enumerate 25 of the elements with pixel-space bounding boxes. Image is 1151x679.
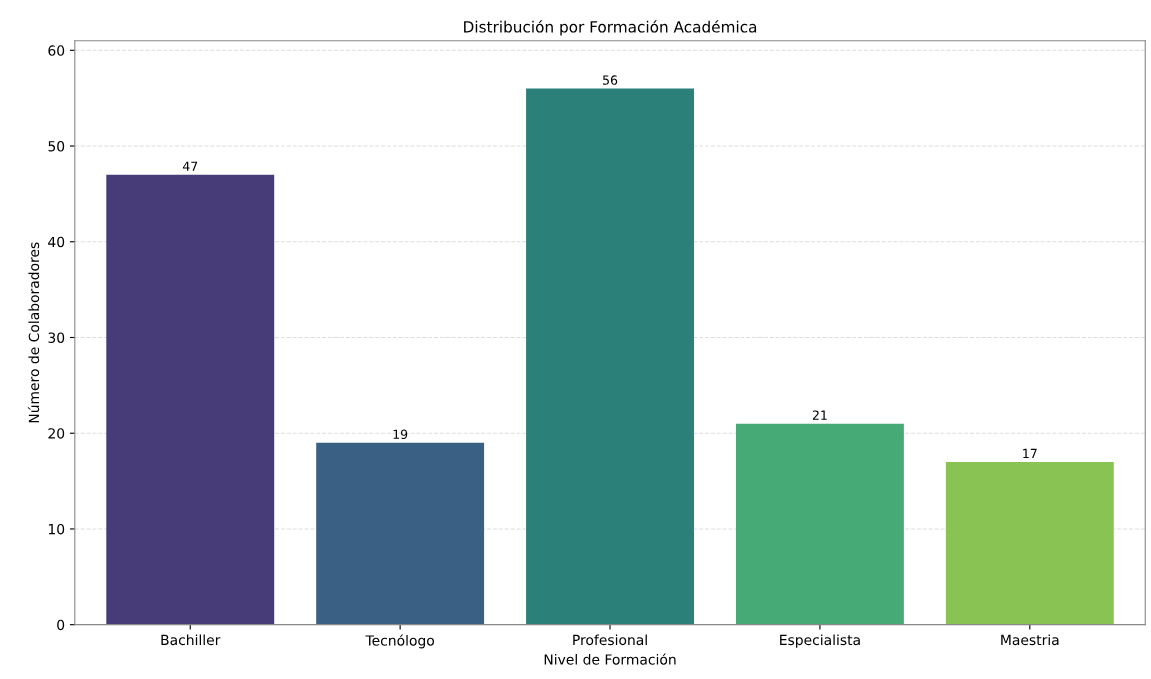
x-tick-label: Especialista: [780, 634, 860, 648]
y-tick-label: 50: [48, 141, 65, 152]
bar: [735, 423, 904, 625]
bar: [526, 88, 694, 625]
data-label: 47: [182, 161, 198, 171]
y-tick-label: 30: [48, 332, 65, 343]
x-tick-label: Bachiller: [161, 634, 221, 646]
bar: [106, 174, 275, 625]
y-tick-label: 10: [48, 523, 65, 535]
y-tick-label: 0: [57, 619, 65, 631]
x-tick-label: Maestria: [1001, 634, 1059, 646]
y-axis-title: Número de Colaboradores: [27, 242, 40, 423]
x-tick-label: Profesional: [573, 634, 647, 646]
bar: [945, 461, 1114, 625]
data-label: 17: [1023, 448, 1037, 458]
x-tick-label: Tecnólogo: [365, 634, 435, 649]
data-label: 56: [603, 75, 618, 85]
data-label: 19: [393, 429, 408, 439]
y-tick-label: 20: [48, 428, 65, 439]
chart-title: Distribución por Formación Académica: [464, 20, 757, 36]
data-label: 21: [812, 410, 827, 420]
x-axis-title: Nivel de Formación: [544, 653, 676, 665]
y-tick-label: 40: [48, 236, 65, 248]
bar: [316, 442, 485, 625]
y-tick-label: 60: [48, 45, 65, 56]
